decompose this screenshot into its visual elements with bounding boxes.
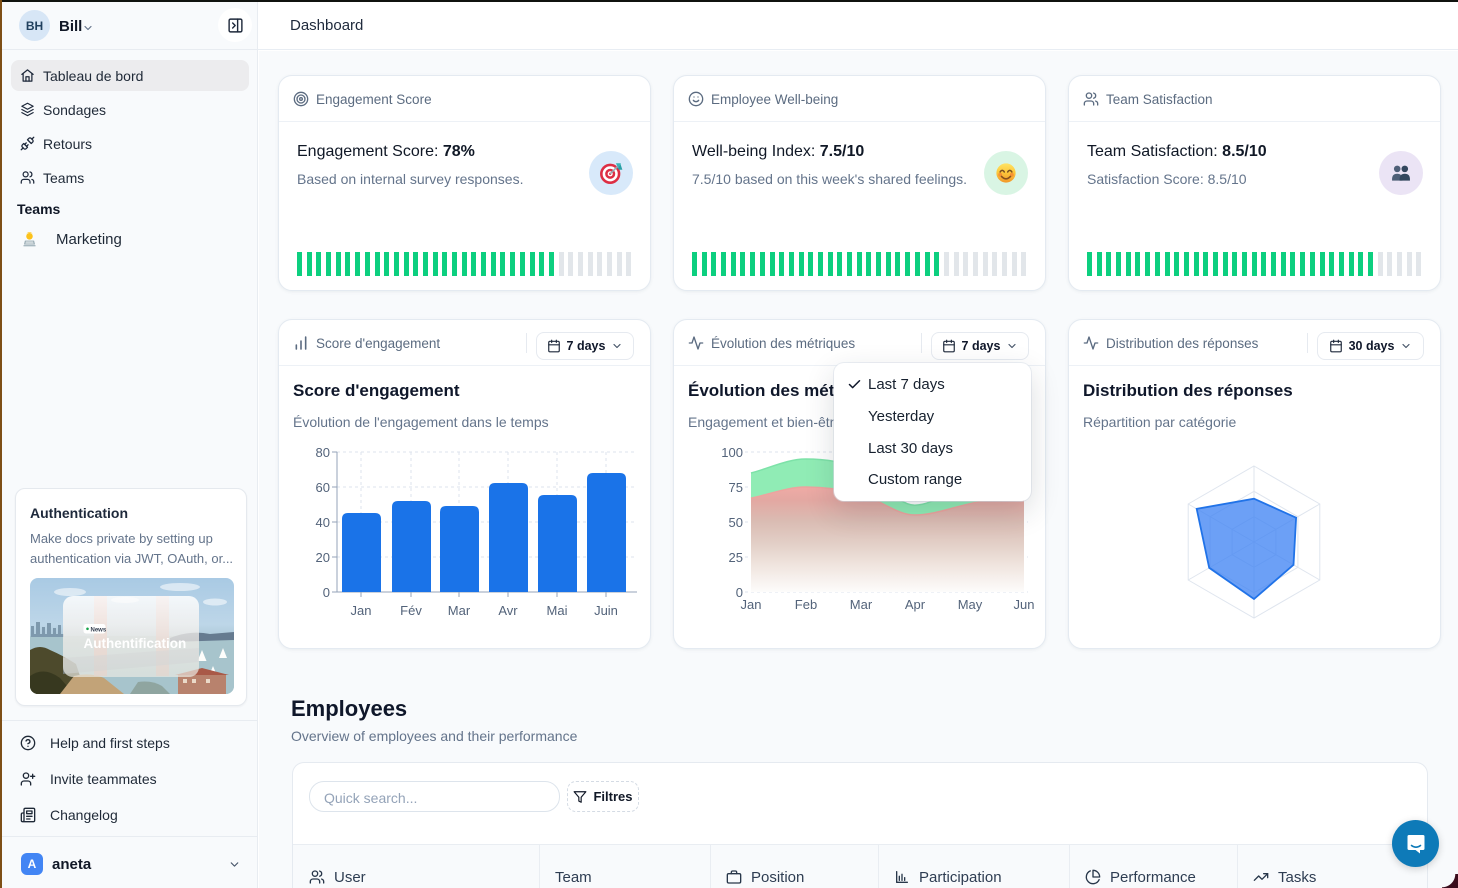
svg-text:News: News: [91, 627, 107, 633]
svg-text:Authentification: Authentification: [84, 636, 187, 651]
